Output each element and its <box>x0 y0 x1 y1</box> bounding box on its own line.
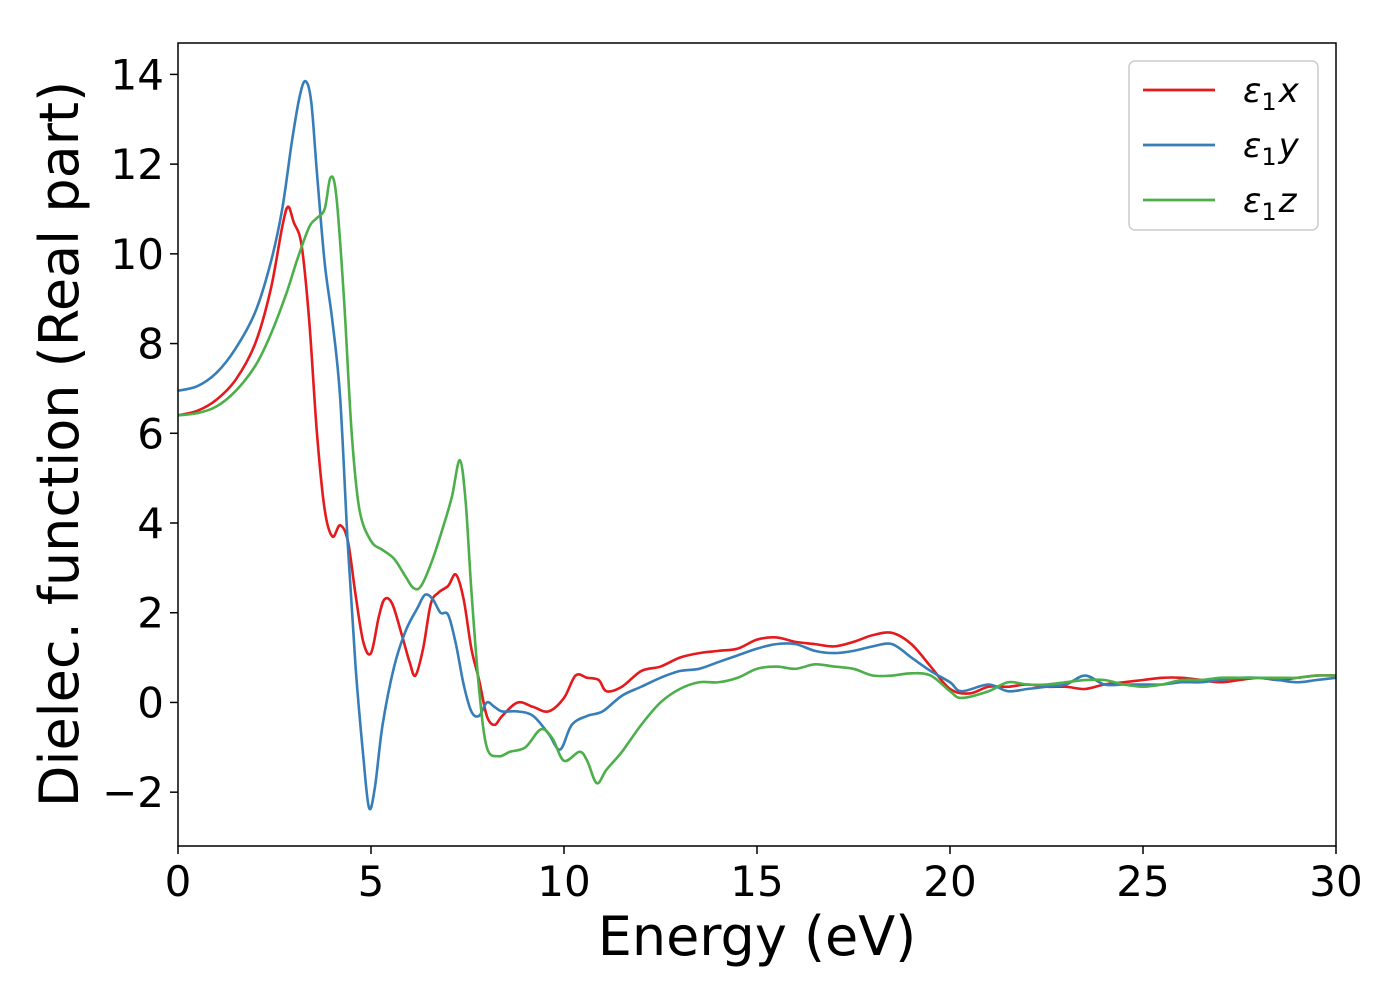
y-tick-label: 14 <box>111 50 164 99</box>
x-tick-label: 10 <box>537 857 590 906</box>
x-tick-label: 5 <box>358 857 385 906</box>
y-tick-label: 4 <box>137 499 164 548</box>
x-tick-label: 0 <box>165 857 192 906</box>
x-axis-label: Energy (eV) <box>598 905 917 968</box>
legend-frame <box>1128 60 1319 231</box>
x-tick-label: 20 <box>923 857 976 906</box>
x-tick-label: 15 <box>730 857 783 906</box>
y-tick-label: 8 <box>137 320 164 369</box>
series-line-eps1y <box>178 79 1336 811</box>
legend-label: ε1z <box>1243 181 1298 226</box>
y-tick-label: 2 <box>137 589 164 638</box>
y-tick-label: −2 <box>102 768 164 817</box>
x-axis: 0 5 10 15 20 25 30 <box>165 846 1363 906</box>
legend-label: ε1y <box>1243 126 1300 171</box>
y-axis: −2 0 2 4 6 8 10 12 14 <box>102 50 178 817</box>
x-tick-label: 30 <box>1309 857 1362 906</box>
series-line-eps1z <box>178 175 1336 785</box>
y-tick-label: 6 <box>137 409 164 458</box>
legend: ε1x ε1y ε1z <box>1128 60 1319 231</box>
series-layer <box>178 79 1336 811</box>
y-axis-label: Dielec. function (Real part) <box>28 81 91 807</box>
y-tick-label: 0 <box>137 678 164 727</box>
y-tick-label: 10 <box>111 230 164 279</box>
series-line-eps1x <box>178 205 1336 727</box>
legend-label: ε1x <box>1243 71 1300 116</box>
legend-entries: ε1x ε1y ε1z <box>1143 71 1300 226</box>
x-tick-label: 25 <box>1116 857 1169 906</box>
y-tick-label: 12 <box>111 140 164 189</box>
